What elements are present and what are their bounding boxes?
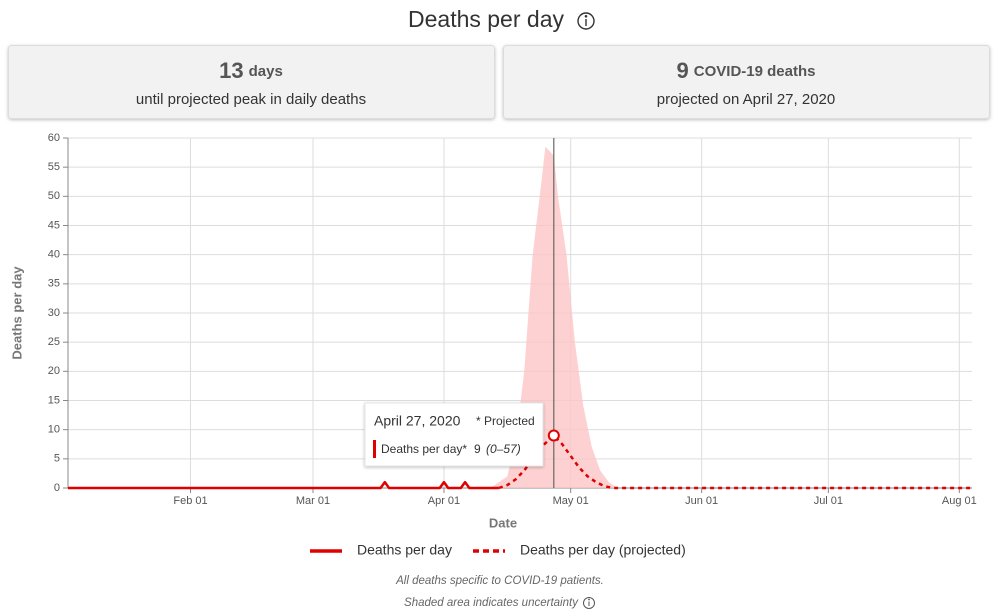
y-tick-label: 15 bbox=[48, 394, 60, 406]
x-tick-label: Jun 01 bbox=[685, 495, 718, 507]
projected-line bbox=[498, 434, 972, 490]
x-tick-label: Feb 01 bbox=[173, 495, 207, 507]
y-tick-label: 60 bbox=[48, 132, 60, 144]
y-tick-label: 20 bbox=[48, 365, 60, 377]
tooltip-range: (0–57) bbox=[486, 442, 521, 456]
y-tick-label: 0 bbox=[54, 482, 60, 494]
x-tick-label: May 01 bbox=[553, 495, 589, 507]
page-title: Deaths per day bbox=[408, 6, 564, 32]
x-tick-label: Jul 01 bbox=[814, 495, 843, 507]
tooltip-series: Deaths per day* bbox=[381, 442, 467, 456]
card-text: until projected peak in daily deaths bbox=[136, 91, 366, 108]
y-tick-label: 55 bbox=[48, 161, 60, 173]
y-axis-title: Deaths per day bbox=[9, 266, 24, 360]
plot: 0 5 10 15 20 25 30 35 40 45 50 55 60 Feb 01 Mar 01 Apr … bbox=[48, 132, 977, 507]
x-axis-title: Date bbox=[489, 515, 517, 530]
y-tick-label: 30 bbox=[48, 307, 60, 319]
tooltip-value: 9 bbox=[474, 442, 481, 456]
y-tick-label: 45 bbox=[48, 219, 60, 231]
y-tick-label: 40 bbox=[48, 249, 60, 261]
y-tick-label: 50 bbox=[48, 190, 60, 202]
note: All deaths specific to COVID-19 patients… bbox=[395, 575, 604, 587]
info-icon[interactable] bbox=[583, 597, 595, 609]
x-tick-label: Mar 01 bbox=[296, 495, 330, 507]
summary-card bbox=[8, 45, 495, 119]
card-value: 13 bbox=[219, 58, 243, 83]
card-headline: 13 days bbox=[219, 58, 283, 83]
tooltip: April 27, 2020 * Projected Deaths per day*… bbox=[364, 402, 544, 467]
x-tick-label: Apr 01 bbox=[428, 495, 460, 507]
data-line bbox=[68, 480, 499, 490]
card-unit: COVID-19 deaths bbox=[694, 63, 816, 80]
y-tick-label: 10 bbox=[48, 424, 60, 436]
tooltip-note: * Projected bbox=[476, 414, 535, 428]
card-headline: 9 COVID-19 deaths bbox=[677, 58, 816, 83]
y-tick-label: 5 bbox=[54, 453, 60, 465]
legend-label: Deaths per day (projected) bbox=[520, 542, 686, 558]
y-tick-label: 25 bbox=[48, 336, 60, 348]
summary-card bbox=[503, 45, 990, 119]
card-value: 9 bbox=[677, 58, 689, 83]
tooltip-date: April 27, 2020 bbox=[374, 413, 461, 429]
note: Shaded area indicates uncertainty bbox=[404, 597, 579, 609]
tooltip-box bbox=[364, 402, 544, 467]
y-tick-label: 35 bbox=[48, 278, 60, 290]
x-tick-label: Aug 01 bbox=[942, 495, 977, 507]
legend-label: Deaths per day bbox=[357, 542, 452, 558]
card-text: projected on April 27, 2020 bbox=[657, 91, 835, 108]
card-unit: days bbox=[249, 63, 283, 80]
hover-point bbox=[547, 429, 560, 442]
tooltip-swatch bbox=[373, 440, 376, 458]
info-icon[interactable] bbox=[577, 12, 595, 30]
